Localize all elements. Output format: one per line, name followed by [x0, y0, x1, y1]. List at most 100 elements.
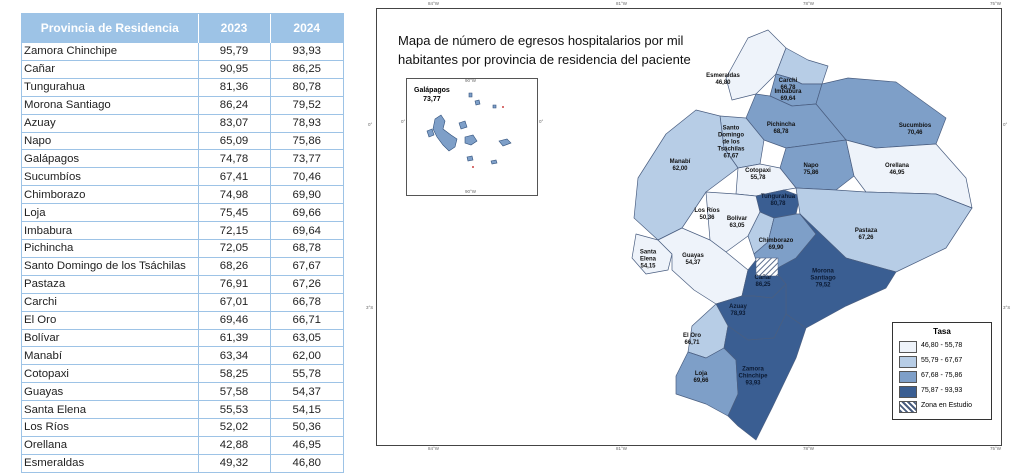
cell-2024: 54,15 [270, 400, 343, 419]
coord-right-0: 0° [1003, 122, 1008, 127]
cell-province: Orellana [22, 435, 199, 455]
espanola-island-shape [490, 159, 498, 165]
coord-bottom-75w: 75°W [990, 446, 1002, 451]
label-loja: Loja 69,66 [693, 371, 708, 385]
cell-province: Carchi [22, 292, 199, 312]
province-name: Azuay [729, 304, 747, 310]
cell-province: Santa Elena [22, 400, 199, 419]
galapagos-inset-map [426, 92, 512, 168]
cell-2023: 42,88 [198, 435, 271, 455]
header-2023: 2023 [198, 14, 271, 43]
coord-top-75w: 75°W [990, 1, 1002, 6]
table-row: Napo 65,09 75,86 [22, 131, 343, 150]
cell-2024: 69,66 [270, 203, 343, 222]
cell-province: Pastaza [22, 274, 199, 294]
islet-marker [502, 106, 504, 108]
cell-province: Azuay [22, 113, 199, 133]
label-santa-elena: Santa Elena 54,15 [640, 250, 656, 271]
header-2024: 2024 [270, 14, 343, 43]
santa-cruz-island-shape [464, 134, 478, 146]
label-manabi: Manabí 62,00 [670, 159, 691, 173]
province-name: Chimborazo [758, 238, 794, 244]
cell-province: Morona Santiago [22, 95, 199, 115]
coord-top-84w: 84°W [428, 1, 440, 6]
cell-2024: 78,93 [270, 113, 343, 133]
santiago-island-shape [458, 120, 468, 130]
province-name: Los Ríos [694, 208, 720, 214]
cell-2024: 69,90 [270, 185, 343, 204]
cell-2023: 81,36 [198, 77, 271, 97]
label-pastaza: Pastaza 67,26 [855, 228, 877, 242]
cell-province: Los Ríos [22, 418, 199, 437]
legend-title: Tasa [933, 327, 951, 336]
inset-coord-left: 0° [401, 119, 406, 124]
province-value: 75,86 [803, 170, 819, 176]
label-napo: Napo 75,86 [803, 163, 818, 177]
province-value: 66,78 [780, 85, 796, 91]
isabela-island-shape [432, 114, 458, 152]
table-row: Cañar 90,95 86,25 [22, 59, 343, 79]
province-name: Imbabura [774, 89, 802, 95]
label-cotopaxi: Cotopaxi 55,78 [745, 168, 771, 182]
coord-bottom-84w: 84°W [428, 446, 440, 451]
map-title: Mapa de número de egresos hospitalarios … [398, 31, 718, 69]
cell-province: Sucumbíos [22, 167, 199, 186]
cell-2023: 90,95 [198, 59, 271, 79]
legend-swatch [899, 341, 917, 353]
province-name: Morona [812, 268, 834, 275]
province-value: 86,25 [755, 282, 771, 288]
cell-2024: 66,71 [270, 310, 343, 329]
cell-province: Galápagos [22, 149, 199, 168]
province-value: 69,64 [780, 96, 796, 102]
label-sucumbios: Sucumbíos 70,46 [899, 123, 931, 137]
cell-2023: 49,32 [198, 453, 271, 472]
label-canar: Cañar 86,25 [754, 275, 771, 289]
cell-2023: 57,58 [198, 382, 271, 401]
table-row: Zamora Chinchipe 95,79 93,93 [22, 42, 343, 61]
province-value: 54,37 [685, 260, 701, 266]
province-name: Carchi [778, 78, 798, 84]
province-value: 46,95 [889, 170, 905, 176]
province-value: 55,78 [750, 175, 766, 181]
label-los-rios: Los Ríos 50,36 [694, 208, 719, 222]
genovesa-island-shape [492, 104, 497, 109]
cell-2023: 63,34 [198, 346, 271, 365]
province-value: 80,78 [770, 201, 786, 207]
cell-2023: 75,45 [198, 203, 271, 222]
galapagos-inset: Galápagos 73,77 90°W 90°W 0° 0° [401, 78, 543, 196]
cell-province: Napo [22, 131, 199, 150]
legend-label: 46,80 - 55,78 [921, 342, 963, 349]
map-legend: Tasa 46,80 - 55,78 55,79 - 67,67 67,68 - 7… [892, 322, 992, 420]
cell-province: Pichincha [22, 238, 199, 258]
province-value: 78,93 [730, 311, 746, 317]
coord-left-3s: 3°S [366, 305, 374, 310]
cell-2024: 75,86 [270, 131, 343, 150]
cell-province: Santo Domingo de los Tsáchilas [22, 256, 199, 276]
label-esmeraldas: Esmeraldas 46,80 [706, 73, 740, 87]
province-name: Domingo [718, 132, 744, 139]
cell-2023: 68,26 [198, 256, 271, 276]
ecuador-map [631, 29, 973, 441]
cell-2024: 46,95 [270, 435, 343, 455]
province-zamora-chinchipe [723, 313, 807, 441]
label-tungurahua: Tungurahua 80,78 [761, 194, 795, 208]
label-imbabura: Imbabura 69,64 [774, 89, 801, 103]
floreana-island-shape [466, 155, 474, 162]
province-value: 67,26 [858, 235, 874, 241]
galapagos-label: Galápagos 73,77 [414, 86, 450, 104]
label-pichincha: Pichincha 68,78 [767, 122, 795, 136]
islet-marker [472, 166, 474, 168]
map-title-line1: Mapa de número de egresos hospitalarios … [398, 33, 684, 48]
legend-swatch [899, 386, 917, 398]
province-value: 50,36 [699, 215, 715, 221]
table-row: Imbabura 72,15 69,64 [22, 221, 343, 240]
legend-swatch [899, 356, 917, 368]
cell-2023: 55,53 [198, 400, 271, 419]
table-row: Orellana 42,88 46,95 [22, 435, 343, 455]
cell-2023: 58,25 [198, 364, 271, 383]
marchena-island-shape [474, 99, 481, 106]
table-row: Pichincha 72,05 68,78 [22, 238, 343, 258]
province-value: 67,67 [723, 153, 739, 160]
table-row: Los Ríos 52,02 50,36 [22, 418, 343, 437]
province-name: El Oro [682, 333, 702, 339]
